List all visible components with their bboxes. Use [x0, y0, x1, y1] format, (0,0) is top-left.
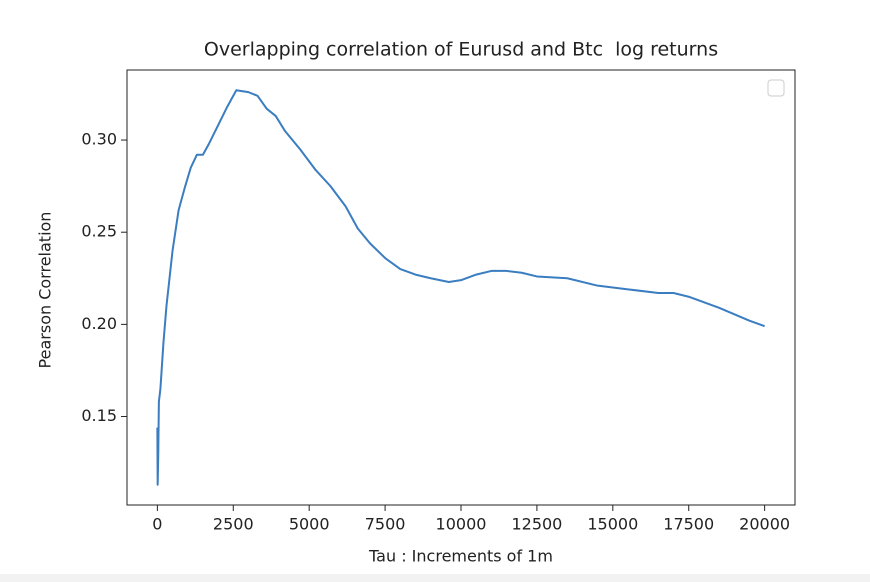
- legend-box: [767, 79, 785, 97]
- x-tick-label: 5000: [289, 515, 330, 534]
- chart-title: Overlapping correlation of Eurusd and Bt…: [204, 39, 718, 61]
- y-tick-label: 0.25: [81, 222, 117, 241]
- line-series: [156, 89, 765, 486]
- plot-frame: [126, 69, 796, 506]
- x-tick-label: 20000: [739, 515, 790, 534]
- x-tick-label: 15000: [587, 515, 638, 534]
- x-tick-label: 12500: [511, 515, 562, 534]
- y-tick-label: 0.20: [81, 314, 117, 333]
- x-tick-label: 17500: [663, 515, 714, 534]
- x-tick-label: 10000: [436, 515, 487, 534]
- y-tick-label: 0.30: [81, 130, 117, 149]
- y-tick-label: 0.15: [81, 406, 117, 425]
- x-axis-label: Tau : Increments of 1m: [368, 547, 553, 566]
- x-tick-label: 0: [152, 515, 162, 534]
- x-tick-label: 2500: [213, 515, 254, 534]
- x-tick-label: 7500: [365, 515, 406, 534]
- footer-strip: [0, 574, 870, 582]
- y-axis-label: Pearson Correlation: [36, 212, 55, 369]
